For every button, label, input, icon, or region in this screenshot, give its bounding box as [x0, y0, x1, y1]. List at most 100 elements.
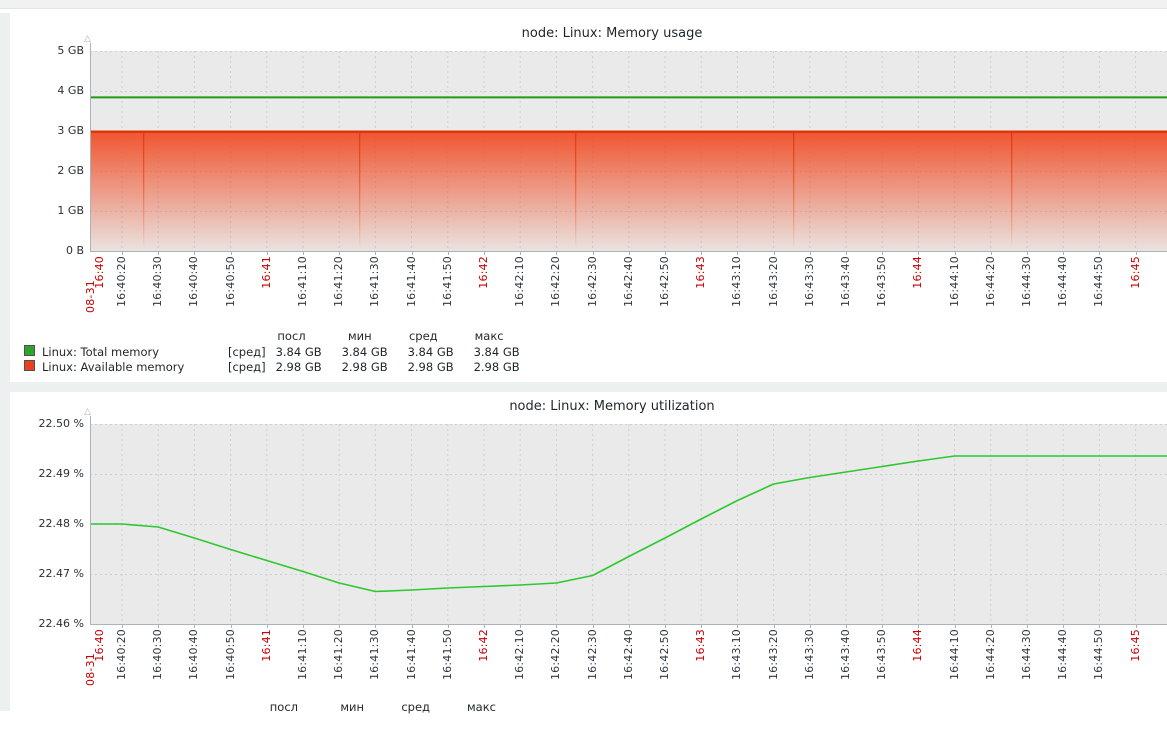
x-tick-mark	[447, 252, 449, 255]
x-tick-mark	[1027, 252, 1028, 255]
area-seam-line	[143, 132, 145, 246]
x-tick-mark	[701, 625, 703, 628]
x-tick-label: 16:42:10	[513, 629, 527, 681]
x-tick-mark	[1135, 252, 1137, 255]
x-tick-label: 16:43:40	[839, 629, 852, 681]
x-tick-label: 16:44:10	[947, 629, 961, 681]
x-tick-label: 16:43	[694, 629, 708, 662]
x-tick-label: 16:45	[1128, 256, 1142, 289]
x-tick-label: 16:41:10	[296, 629, 309, 681]
x-tick-label: 16:40:20	[115, 629, 128, 681]
x-tick-mark	[665, 625, 666, 628]
memory-usage-chart-title: node: Linux: Memory usage	[521, 26, 703, 41]
legend-row: Linux: Available memory [сред] 2.98 GB 2.98…	[18, 359, 520, 374]
legend-series-name: Linux: Total memory	[42, 344, 160, 359]
y-tick-label: 22.49 %	[38, 467, 84, 480]
legend-value: 3.84 GB	[341, 344, 388, 359]
legend-header: макс	[467, 700, 496, 714]
y-axis-line	[90, 416, 91, 624]
x-tick-label: 16:42:20	[549, 629, 563, 681]
legend-header-row: посл мин сред макс	[18, 700, 512, 715]
x-tick-mark	[411, 252, 413, 255]
x-tick-mark	[1063, 252, 1065, 255]
x-tick-label: 16:44:10	[947, 256, 961, 308]
x-tick-label: 16:43:20	[766, 629, 780, 681]
legend-value: 2.98 GB	[407, 359, 454, 374]
memory-utilization-line	[90, 455, 1167, 593]
x-tick-label: 16:43:40	[839, 256, 852, 308]
x-tick-label: 16:43	[694, 256, 708, 289]
gridlines	[90, 424, 1167, 624]
x-tick-label: 16:44:40	[1056, 256, 1070, 308]
legend-header: посл	[277, 329, 306, 343]
legend-swatch	[24, 345, 35, 356]
y-tick-label: 22.46 %	[38, 617, 84, 630]
legend-value: 2.98 GB	[473, 359, 520, 374]
x-tick-label: 16:43:50	[875, 256, 889, 308]
y-axis-line	[90, 43, 91, 251]
x-tick-label: 16:40:50	[223, 256, 237, 308]
x-tick-label: 16:44:30	[1020, 629, 1033, 681]
x-tick-mark	[737, 625, 739, 628]
legend-header: макс	[474, 329, 504, 343]
x-tick-mark	[918, 252, 920, 255]
x-tick-label: 16:40:50	[223, 629, 237, 681]
x-tick-label: 16:43:30	[802, 629, 816, 681]
legend-value: 2.98 GB	[275, 359, 322, 374]
x-axis-line	[90, 624, 1167, 625]
x-tick-label: 16:40:30	[151, 256, 165, 308]
x-tick-mark	[809, 252, 811, 255]
x-tick-mark	[737, 252, 739, 255]
x-tick-mark	[592, 252, 594, 255]
x-tick-label: 16:40:30	[151, 629, 165, 681]
legend-series-function: [сред]	[228, 359, 266, 374]
legend-table: посл мин сред макс Linux: Total memory [сред]…	[18, 329, 520, 374]
plot-area[interactable]	[90, 51, 1167, 251]
y-tick-label: 22.48 %	[38, 517, 84, 530]
x-tick-label: 16:41	[259, 629, 273, 662]
y-tick-label: 1 GB	[57, 204, 84, 217]
y-axis-arrow-icon: △	[84, 34, 91, 44]
x-tick-mark	[1027, 625, 1028, 628]
x-tick-mark	[266, 252, 268, 255]
area-seam-line	[359, 132, 361, 246]
legend-value: 2.98 GB	[341, 359, 388, 374]
x-tick-label: 16:41:40	[404, 256, 418, 308]
x-tick-mark	[266, 625, 268, 628]
plot-area[interactable]	[90, 424, 1167, 624]
x-tick-mark	[194, 625, 196, 628]
x-tick-mark	[230, 625, 232, 628]
x-tick-label: 16:43:10	[730, 629, 744, 681]
x-tick-mark	[809, 625, 811, 628]
legend-header: мин	[340, 700, 364, 714]
x-tick-mark	[773, 252, 775, 255]
legend-header: сред	[408, 329, 438, 343]
legend-value: 3.84 GB	[275, 344, 322, 359]
x-tick-label: 16:41	[259, 256, 273, 289]
x-tick-label: 16:42	[477, 629, 490, 662]
x-tick-mark	[194, 252, 196, 255]
x-tick-mark	[954, 625, 956, 628]
legend-series-name: Linux: Available memory	[42, 359, 185, 374]
x-tick-mark	[918, 625, 920, 628]
x-tick-mark	[122, 625, 123, 628]
page-background: node: Linux: Memory usage 5 GB 4 GB 3 GB 2 …	[0, 13, 1167, 737]
x-tick-mark	[628, 625, 630, 628]
x-tick-label: 16:41:40	[404, 629, 418, 681]
legend-header-row: посл мин сред макс	[18, 329, 520, 344]
x-tick-mark	[882, 252, 884, 255]
memory-utilization-chart-title: node: Linux: Memory utilization	[509, 399, 715, 414]
x-tick-label: 16:44:50	[1092, 256, 1106, 308]
x-tick-mark	[556, 252, 558, 255]
x-tick-mark	[846, 625, 847, 628]
x-tick-mark	[303, 625, 304, 628]
x-tick-label: 16:42:50	[658, 256, 671, 308]
x-tick-mark	[484, 252, 485, 255]
x-tick-label: 16:40:20	[115, 256, 128, 308]
x-tick-label: 16:42:40	[621, 256, 635, 308]
x-tick-mark	[882, 625, 884, 628]
x-tick-label: 16:44:50	[1092, 629, 1106, 681]
x-tick-label: 16:41:10	[296, 256, 309, 308]
y-tick-label: 4 GB	[57, 84, 84, 97]
area-seam-line	[793, 132, 795, 246]
